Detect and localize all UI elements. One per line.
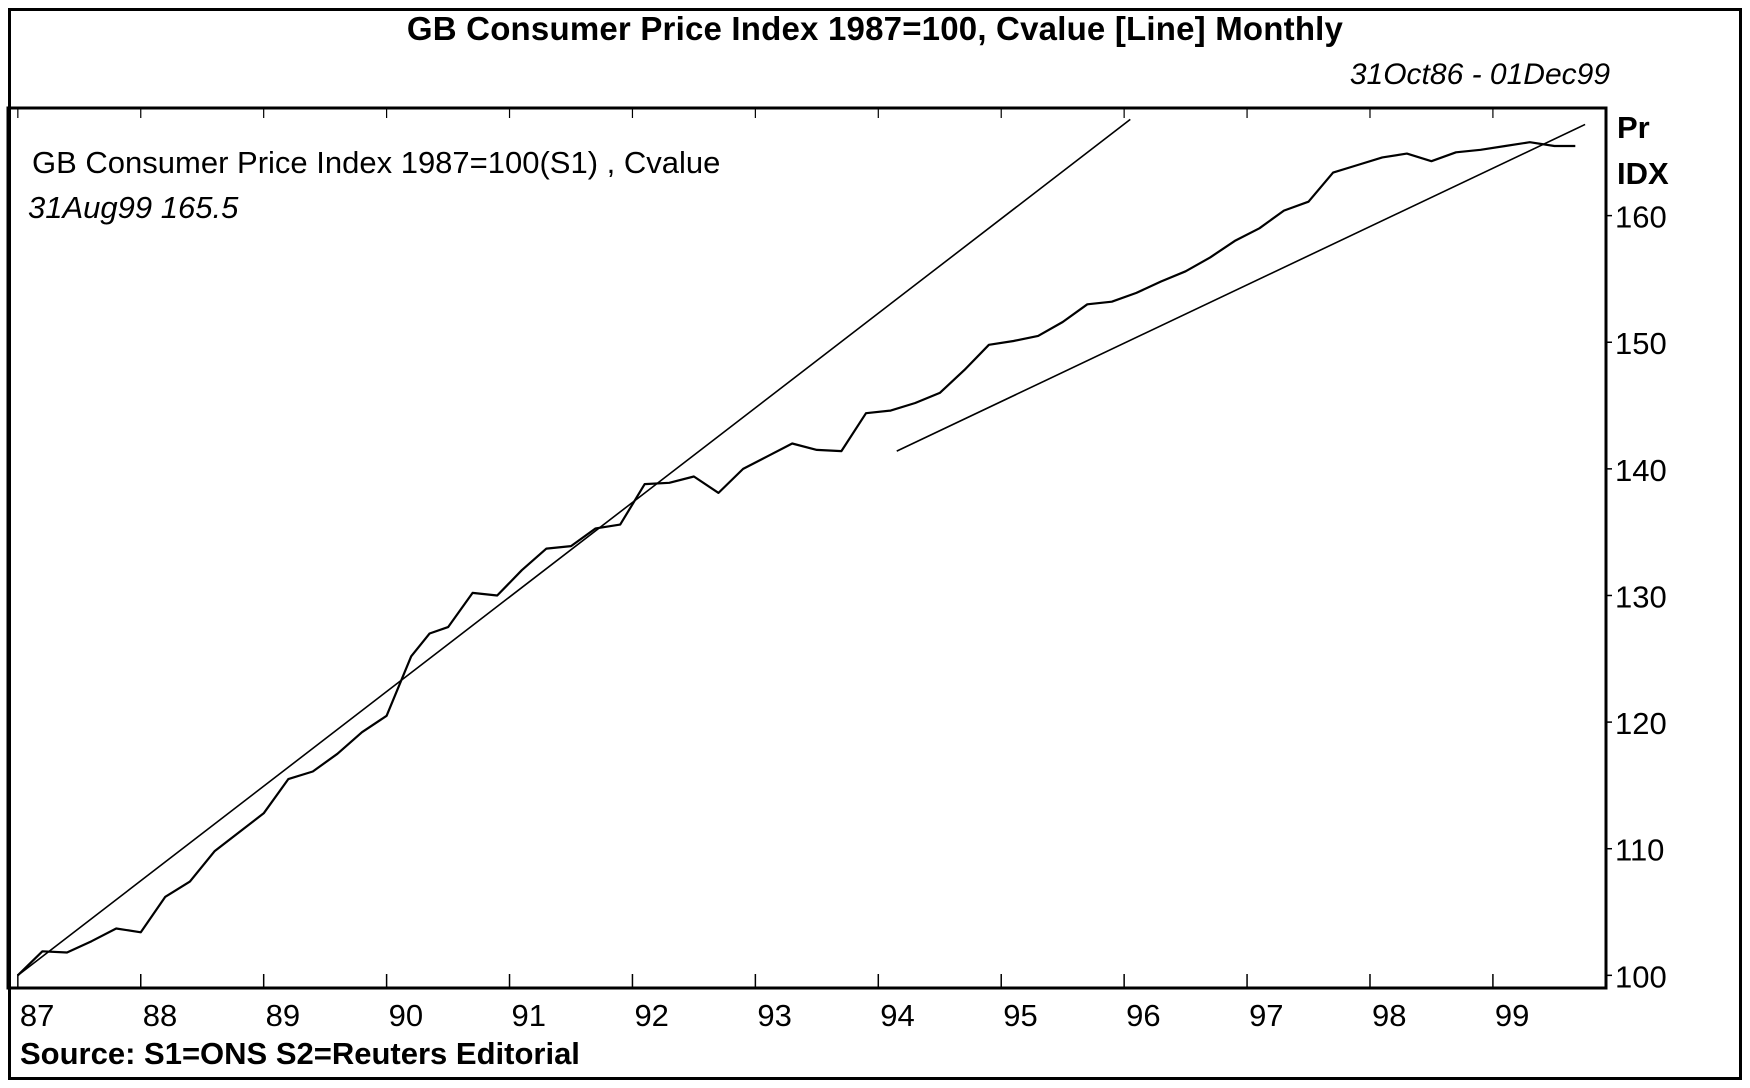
y-tick-label: 120 (1615, 706, 1667, 741)
x-tick-label: 87 (20, 998, 54, 1033)
source-note: Source: S1=ONS S2=Reuters Editorial (20, 1036, 580, 1071)
trend-line (17, 118, 1131, 976)
x-tick-label: 89 (266, 998, 300, 1033)
unit-label-idx: IDX (1617, 156, 1669, 191)
y-tick-label: 160 (1615, 200, 1667, 235)
x-tick-label: 98 (1372, 998, 1406, 1033)
x-tick-label: 99 (1495, 998, 1529, 1033)
x-tick-label: 95 (1003, 998, 1037, 1033)
chart-title: GB Consumer Price Index 1987=100, Cvalue… (406, 10, 1344, 47)
y-tick-label: 110 (1615, 833, 1664, 868)
unit-label-pr: Pr (1617, 110, 1650, 145)
x-tick-label: 88 (143, 998, 177, 1033)
y-tick-label: 150 (1615, 326, 1667, 361)
date-range: 31Oct86 - 01Dec99 (1349, 58, 1610, 91)
trend-line (896, 123, 1586, 452)
x-tick-label: 93 (757, 998, 791, 1033)
y-axis: 100 110 120 130 140 150 160 (1606, 200, 1667, 994)
legend-last-value: 31Aug99 165.5 (28, 190, 239, 225)
y-tick-label: 130 (1615, 579, 1667, 614)
x-tick-label: 97 (1249, 998, 1283, 1033)
x-tick-label: 96 (1126, 998, 1160, 1033)
x-tick-label: 92 (634, 998, 668, 1033)
x-tick-label: 90 (389, 998, 423, 1033)
cpi-series-line (17, 141, 1576, 977)
x-tick-label: 91 (512, 998, 546, 1033)
plot-area-border (6, 106, 1608, 990)
y-tick-label: 140 (1615, 453, 1667, 488)
y-tick-label: 100 (1615, 959, 1667, 994)
legend-series-label: GB Consumer Price Index 1987=100(S1) , C… (32, 145, 721, 180)
trend-lines (17, 118, 1586, 976)
x-axis: 87 88 89 90 91 92 93 94 95 96 97 98 99 (17, 108, 1529, 1033)
x-tick-label: 94 (880, 998, 914, 1033)
